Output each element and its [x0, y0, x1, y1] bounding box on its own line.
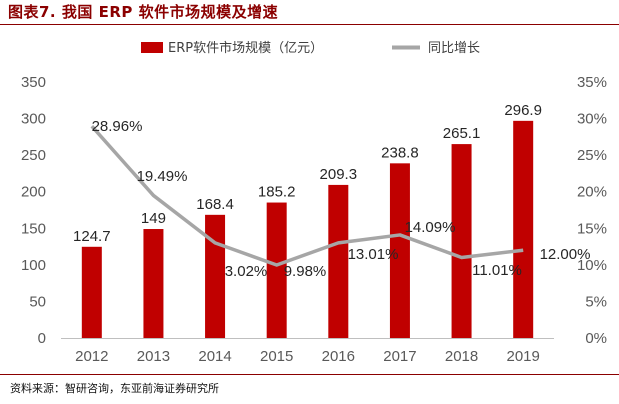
bar-series	[81, 120, 534, 338]
growth-value-label: 3.02%	[225, 263, 268, 280]
bar-value-label: 149	[141, 210, 166, 227]
right-tick-label: 35%	[577, 74, 607, 91]
right-tick-label: 30%	[577, 111, 607, 128]
bar-value-label: 238.8	[381, 144, 419, 161]
line-series	[90, 125, 524, 267]
bar	[451, 144, 472, 338]
x-tick-label: 2018	[445, 348, 478, 365]
bar	[205, 214, 226, 338]
bar	[143, 229, 164, 338]
growth-value-label: 13.01%	[348, 246, 399, 263]
x-tick-label: 2019	[507, 348, 540, 365]
left-tick-label: 100	[21, 257, 46, 274]
x-tick-label: 2012	[75, 348, 108, 365]
right-tick-label: 25%	[577, 147, 607, 164]
legend-label-line: 同比增长	[428, 41, 480, 56]
x-tick-label: 2013	[137, 348, 170, 365]
growth-value-label: 14.09%	[405, 219, 456, 236]
left-tick-label: 50	[29, 293, 46, 310]
bar	[328, 184, 349, 338]
right-tick-label: 5%	[585, 293, 607, 310]
x-tick-label: 2017	[383, 348, 416, 365]
source-divider	[0, 374, 619, 375]
figure-title: 图表7. 我国 ERP 软件市场规模及增速	[8, 3, 279, 21]
x-tick-label: 2016	[322, 348, 355, 365]
legend-swatch-bar	[141, 42, 163, 53]
growth-line	[90, 125, 524, 267]
legend-label-bar: ERP软件市场规模（亿元）	[168, 40, 323, 56]
bar	[81, 246, 102, 338]
left-tick-label: 150	[21, 220, 46, 237]
growth-value-label: 12.00%	[540, 246, 591, 263]
bar-value-label: 209.3	[320, 166, 358, 183]
left-tick-label: 300	[21, 111, 46, 128]
growth-value-label: 9.98%	[284, 263, 327, 280]
legend: ERP软件市场规模（亿元） 同比增长	[141, 40, 480, 56]
source-note: 资料来源：智研咨询，东亚前海证券研究所	[10, 382, 219, 395]
right-tick-label: 20%	[577, 184, 607, 201]
bar	[389, 163, 410, 338]
left-tick-label: 350	[21, 74, 46, 91]
right-axis: 0% 5% 10% 15% 20% 25% 30% 35%	[577, 74, 607, 347]
bar-value-label: 168.4	[196, 196, 234, 213]
growth-value-label: 19.49%	[137, 168, 188, 185]
left-tick-label: 200	[21, 184, 46, 201]
right-tick-label: 15%	[577, 220, 607, 237]
right-tick-label: 0%	[585, 330, 607, 347]
bar-value-label: 185.2	[258, 184, 296, 201]
bar	[513, 120, 534, 338]
left-tick-label: 250	[21, 147, 46, 164]
left-axis: 0 50 100 150 200 250 300 350	[21, 74, 46, 347]
bar	[266, 202, 287, 338]
bar-value-label: 296.9	[504, 102, 542, 119]
x-axis: 2012 2013 2014 2015 2016 2017 2018 2019	[61, 338, 554, 365]
bar-value-label: 124.7	[73, 228, 111, 245]
x-tick-label: 2015	[260, 348, 293, 365]
title-divider	[0, 24, 619, 25]
right-tick-label: 10%	[577, 257, 607, 274]
data-labels: 124.7 149 168.4 185.2 209.3 238.8 265.1 296.9 28…	[73, 102, 590, 280]
growth-value-label: 11.01%	[472, 262, 522, 279]
left-tick-label: 0	[38, 330, 46, 347]
bar-value-label: 265.1	[443, 125, 481, 142]
x-tick-label: 2014	[198, 348, 231, 365]
chart: ERP软件市场规模（亿元） 同比增长 050100150200250300350 …	[21, 40, 607, 365]
growth-value-label: 28.96%	[92, 118, 143, 135]
